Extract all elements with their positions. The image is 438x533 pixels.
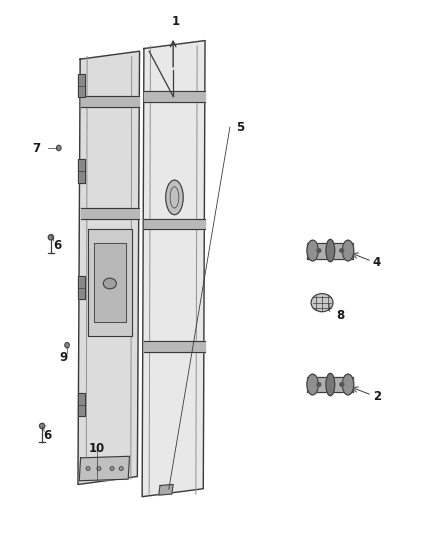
Ellipse shape	[86, 467, 90, 471]
Polygon shape	[145, 219, 205, 229]
Text: 5: 5	[236, 120, 244, 134]
Polygon shape	[307, 243, 353, 259]
Text: 4: 4	[373, 256, 381, 269]
Ellipse shape	[340, 249, 344, 253]
Text: 9: 9	[59, 351, 67, 365]
Text: 8: 8	[336, 309, 345, 322]
Polygon shape	[78, 393, 85, 416]
Ellipse shape	[317, 249, 321, 253]
Text: 6: 6	[44, 429, 52, 442]
Ellipse shape	[307, 240, 318, 261]
Ellipse shape	[103, 278, 117, 289]
Polygon shape	[78, 74, 85, 98]
Ellipse shape	[326, 373, 335, 395]
Ellipse shape	[119, 467, 123, 471]
Polygon shape	[78, 276, 85, 300]
Ellipse shape	[343, 374, 354, 395]
Text: 6: 6	[53, 239, 62, 252]
Text: 10: 10	[88, 442, 105, 455]
Ellipse shape	[97, 467, 101, 471]
Polygon shape	[78, 51, 140, 484]
Polygon shape	[79, 456, 130, 481]
Ellipse shape	[340, 383, 344, 386]
Ellipse shape	[343, 240, 354, 261]
Polygon shape	[81, 208, 139, 219]
Ellipse shape	[48, 235, 53, 240]
Ellipse shape	[307, 374, 318, 395]
Ellipse shape	[65, 343, 69, 348]
Ellipse shape	[39, 423, 45, 429]
Text: 2: 2	[373, 390, 381, 403]
Ellipse shape	[317, 383, 321, 386]
Ellipse shape	[326, 239, 335, 262]
Ellipse shape	[110, 467, 114, 471]
Ellipse shape	[311, 294, 333, 312]
Polygon shape	[159, 484, 173, 495]
Text: 1: 1	[171, 15, 180, 28]
Polygon shape	[78, 159, 85, 182]
Polygon shape	[94, 243, 126, 322]
Polygon shape	[307, 376, 353, 392]
Text: 7: 7	[32, 142, 41, 155]
Polygon shape	[145, 91, 205, 102]
Polygon shape	[145, 341, 205, 352]
Polygon shape	[81, 96, 139, 107]
Polygon shape	[88, 229, 132, 336]
Polygon shape	[142, 41, 205, 497]
Ellipse shape	[57, 146, 61, 151]
Ellipse shape	[166, 180, 183, 215]
